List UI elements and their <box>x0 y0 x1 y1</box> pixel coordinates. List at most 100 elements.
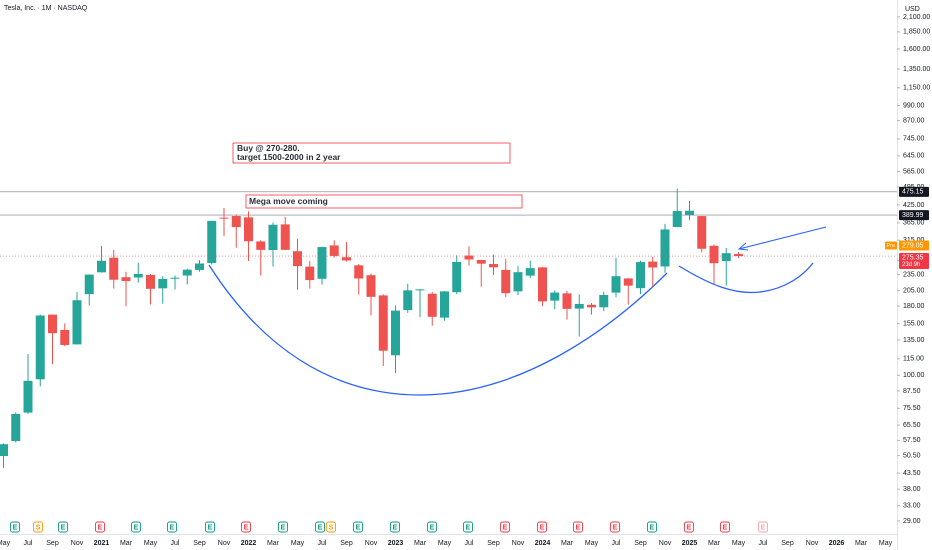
y-tick-label: 235.00 <box>903 272 925 279</box>
y-tick-label: 870.00 <box>903 117 925 124</box>
candle-body <box>574 303 584 309</box>
candle-body <box>685 210 694 216</box>
candle-body <box>305 266 315 281</box>
y-tick-label: 29.00 <box>903 518 921 525</box>
x-tick-label: Jul <box>612 540 621 547</box>
event-label: E <box>244 524 249 531</box>
x-tick-label: May <box>732 540 746 547</box>
candle-body <box>513 272 523 292</box>
candle-body <box>452 261 462 293</box>
event-icon <box>758 521 768 533</box>
x-tick-label: Jul <box>318 540 327 547</box>
event-label: E <box>281 524 286 531</box>
candle-body <box>354 265 364 279</box>
x-tick-label: May <box>438 540 452 547</box>
candle-body <box>342 257 351 261</box>
y-tick-label: 990.00 <box>903 102 925 109</box>
candle-body <box>721 253 731 262</box>
annotation-box <box>232 142 511 164</box>
candle-body <box>170 277 180 279</box>
y-tick-label: 2,100.00 <box>903 14 930 21</box>
level-label: 389.99 <box>902 212 924 219</box>
x-tick-label: Mar <box>120 540 133 547</box>
event-label: S <box>329 524 334 531</box>
event-icon <box>315 521 325 533</box>
event-icon <box>278 521 288 533</box>
x-tick-label: Mar <box>414 540 427 547</box>
event-label: E <box>540 524 545 531</box>
event-icon <box>684 521 694 533</box>
candle-body <box>734 254 743 257</box>
x-tick-label: 2023 <box>388 540 404 547</box>
event-icon <box>241 521 251 533</box>
y-tick-label: 43.50 <box>903 470 921 477</box>
candle-body <box>23 380 33 413</box>
event-label: E <box>466 524 471 531</box>
event-label: E <box>13 524 18 531</box>
x-tick-label: Sep <box>340 540 353 547</box>
event-icon <box>58 521 68 533</box>
candle-body <box>219 217 229 219</box>
candle-body <box>256 241 266 250</box>
event-label: E <box>613 524 618 531</box>
event-icon <box>326 521 336 533</box>
x-tick-label: Jul <box>171 540 180 547</box>
event-label: E <box>761 524 766 531</box>
event-label: E <box>98 524 103 531</box>
event-icon <box>390 521 400 533</box>
y-tick-label: 180.00 <box>903 303 925 310</box>
annotations: Buy @ 270-280. target 1500-2000 in 2 yea… <box>232 142 523 209</box>
candle-body <box>317 247 327 279</box>
event-icon <box>463 521 473 533</box>
annotation-box <box>245 194 523 209</box>
y-axis-label: USD <box>905 6 920 13</box>
x-tick-label: 2024 <box>535 540 551 547</box>
candle-body <box>636 262 645 289</box>
x-tick-label: 2021 <box>94 540 110 547</box>
y-tick-label: 50.50 <box>903 453 921 460</box>
y-tick-label: 57.50 <box>903 437 921 444</box>
x-tick-label: Nov <box>512 540 525 547</box>
candle-body <box>48 314 57 334</box>
candle-body <box>72 300 82 345</box>
x-tick-label: Nov <box>71 540 84 547</box>
premarket-tag-box <box>885 241 897 250</box>
candle-body <box>648 261 658 268</box>
y-tick-label: 38.00 <box>903 486 921 493</box>
candle-body <box>623 278 633 286</box>
y-tick-label: 745.00 <box>903 136 925 143</box>
candle-body <box>550 292 560 301</box>
last-price-box <box>899 253 929 270</box>
event-label: S <box>36 524 41 531</box>
candle-body <box>244 217 253 242</box>
event-icon <box>33 521 43 533</box>
arrow-line <box>738 226 827 250</box>
candle-body <box>599 294 609 308</box>
event-label: E <box>576 524 581 531</box>
candle-body <box>329 245 339 256</box>
candle-body <box>489 264 498 268</box>
candle-body <box>501 269 511 294</box>
candle-body <box>133 273 143 278</box>
x-tick-label: May <box>291 540 305 547</box>
candle-body <box>538 267 547 302</box>
y-tick-label: 1,600.00 <box>903 46 930 53</box>
x-tick-label: May <box>144 540 158 547</box>
last-price-label: 275.35 <box>902 254 924 261</box>
candle-body <box>391 310 400 356</box>
y-tick-label: 87.50 <box>903 388 921 395</box>
candle-body <box>0 444 8 457</box>
event-icon <box>610 521 620 533</box>
y-tick-label: 425.00 <box>903 202 925 209</box>
candle-body <box>97 260 106 273</box>
event-icon <box>95 521 105 533</box>
event-label: E <box>723 524 728 531</box>
arrow-head <box>737 242 749 251</box>
event-label: E <box>61 524 66 531</box>
y-tick-label: 155.00 <box>903 321 925 328</box>
candle-body <box>366 275 376 297</box>
y-tick-label: 100.00 <box>903 372 925 379</box>
event-icon <box>573 521 583 533</box>
x-tick-label: Nov <box>365 540 378 547</box>
